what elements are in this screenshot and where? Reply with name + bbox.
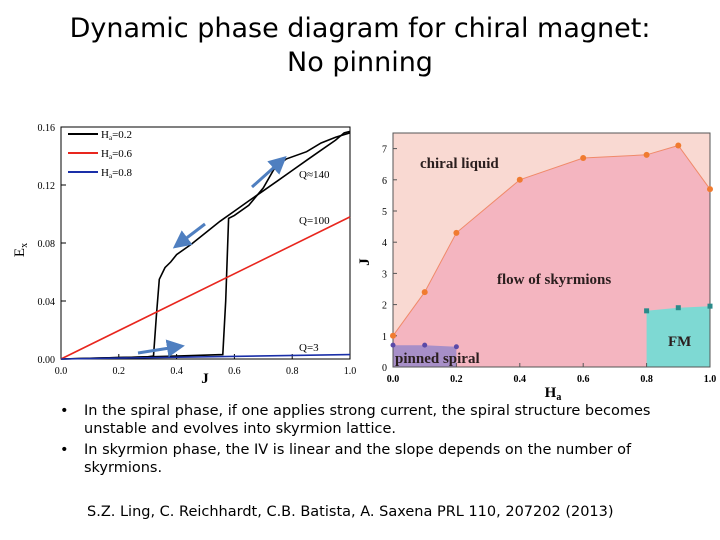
iv-y-tick-label: 0.08	[38, 239, 56, 250]
chiral-boundary-point	[516, 176, 523, 183]
pinned-boundary-point	[422, 342, 428, 348]
region-fm	[646, 306, 710, 367]
iv-series	[60, 130, 351, 360]
phase-y-tick-label: 4	[382, 238, 387, 249]
phase-boundary-points	[390, 142, 713, 350]
chiral-boundary-point	[390, 332, 396, 339]
title-line-2: No pinning	[287, 47, 433, 78]
charts-svg: 0.000.040.080.120.16 0.0 0.2 0.4 0.6 0.8 1.0 …	[12, 123, 717, 400]
bullet-list: • In the spiral phase, if one applies str…	[58, 402, 668, 480]
chiral-boundary-point	[580, 154, 587, 161]
phase-y-tick-label: 7	[382, 145, 387, 156]
annotation-q100: Q=100	[299, 215, 330, 227]
iv-y-tick-label: 0.00	[38, 355, 56, 366]
slide-title: Dynamic phase diagram for chiral magnet:…	[0, 12, 720, 80]
iv-y-tick-label: 0.04	[38, 297, 56, 308]
region-pinned-spiral	[393, 345, 457, 367]
phase-y-ticks: 0 1 2 3 4 5 6 7	[382, 145, 397, 374]
phase-y-tick-label: 2	[382, 301, 387, 312]
iv-x-tick-label: 0.8	[286, 366, 299, 377]
reference-citation: S.Z. Ling, C. Reichhardt, C.B. Batista, …	[87, 504, 614, 520]
legend-label-ha08: Ha=0.8	[101, 167, 133, 180]
phase-x-tick-label: 0.0	[387, 374, 400, 385]
phase-y-tick-label: 5	[382, 207, 387, 218]
phase-y-tick-label: 0	[382, 363, 387, 374]
iv-y-tick-label: 0.12	[38, 181, 56, 192]
iv-x-axis-label: J	[201, 371, 209, 387]
chiral-boundary-point	[453, 229, 460, 236]
chiral-boundary-point	[707, 186, 713, 193]
title-line-1: Dynamic phase diagram for chiral magnet:	[69, 13, 651, 44]
phase-x-tick-label: 0.6	[577, 374, 590, 385]
region-label-chiral-liquid: chiral liquid	[420, 156, 499, 172]
phase-y-tick-label: 3	[382, 269, 387, 280]
iv-y-ticks: 0.00 0.04 0.08 0.12 0.16	[38, 123, 66, 366]
iv-x-tick-label: 0.0	[55, 366, 68, 377]
phase-x-ticks: 0.0 0.2 0.4 0.6 0.8 1.0	[387, 363, 717, 385]
annotation-q140: Q≈140	[299, 169, 330, 181]
phase-y-tick-label: 6	[382, 176, 387, 187]
region-label-flow: flow of skyrmions	[497, 272, 611, 288]
phase-diagram: 0 1 2 3 4 5 6 7 0.0 0.2 0.4 0.6 0.8 1.0 J Ha chiral …	[357, 132, 717, 400]
bullet-dot-icon: •	[60, 442, 69, 458]
iv-series-line-1	[60, 132, 351, 360]
iv-chart: 0.000.040.080.120.16 0.0 0.2 0.4 0.6 0.8 1.0 …	[12, 123, 356, 387]
bullet-dot-icon: •	[60, 403, 69, 419]
iv-y-label-sub: x	[19, 243, 30, 248]
bullet-text-1: In the spiral phase, if one applies stro…	[84, 403, 651, 437]
legend-label-ha02: Ha=0.2	[101, 129, 132, 142]
phase-x-label-main: H	[545, 385, 557, 400]
arrow-right-icon	[137, 339, 185, 358]
iv-y-label-main: E	[12, 248, 28, 257]
fm-boundary-point	[644, 308, 650, 314]
iv-series-line-3	[60, 353, 351, 360]
region-label-fm: FM	[668, 334, 691, 350]
phase-plot-frame	[392, 132, 711, 368]
chiral-boundary-line	[392, 144, 711, 337]
phase-y-axis-label: J	[357, 258, 373, 266]
bullet-item-2: • In skyrmion phase, the IV is linear and…	[58, 441, 668, 477]
region-label-pinned-spiral: pinned spiral	[395, 351, 480, 367]
legend-label-ha06: Ha=0.6	[101, 148, 133, 161]
pinned-boundary-point	[453, 344, 459, 350]
iv-y-tick-label: 0.16	[38, 123, 56, 134]
phase-x-tick-label: 0.4	[514, 374, 527, 385]
fm-boundary-point	[707, 303, 713, 309]
iv-series-line-2	[60, 216, 351, 360]
arrow-up-icon	[251, 156, 287, 189]
phase-regions	[393, 133, 710, 367]
phase-x-tick-label: 0.2	[450, 374, 463, 385]
arrow-down-icon	[172, 222, 206, 249]
iv-plot-frame	[60, 126, 351, 360]
phase-y-tick-label: 1	[382, 332, 387, 343]
region-flow-of-skyrmions	[393, 145, 710, 367]
chiral-boundary-point	[643, 151, 650, 158]
fm-boundary-point	[675, 305, 681, 311]
iv-x-tick-label: 0.4	[170, 366, 183, 377]
chiral-boundary-point	[675, 142, 682, 149]
pinned-boundary-point	[390, 342, 396, 348]
iv-x-tick-label: 0.6	[228, 366, 241, 377]
phase-x-label-sub: a	[556, 392, 561, 400]
phase-x-tick-label: 0.8	[640, 374, 653, 385]
iv-legend: Ha=0.2 Ha=0.6 Ha=0.8	[68, 129, 133, 180]
phase-x-tick-label: 1.0	[704, 374, 717, 385]
iv-y-axis-label: Ex	[12, 243, 30, 257]
iv-x-tick-label: 0.2	[113, 366, 126, 377]
chiral-boundary-point	[421, 289, 428, 296]
iv-series-line-0	[60, 130, 351, 360]
iv-x-tick-label: 1.0	[344, 366, 357, 377]
bullet-text-2: In skyrmion phase, the IV is linear and …	[84, 442, 632, 476]
annotation-q3: Q=3	[299, 342, 319, 354]
bullet-item-1: • In the spiral phase, if one applies str…	[58, 402, 668, 438]
phase-x-axis-label: Ha	[545, 385, 562, 400]
